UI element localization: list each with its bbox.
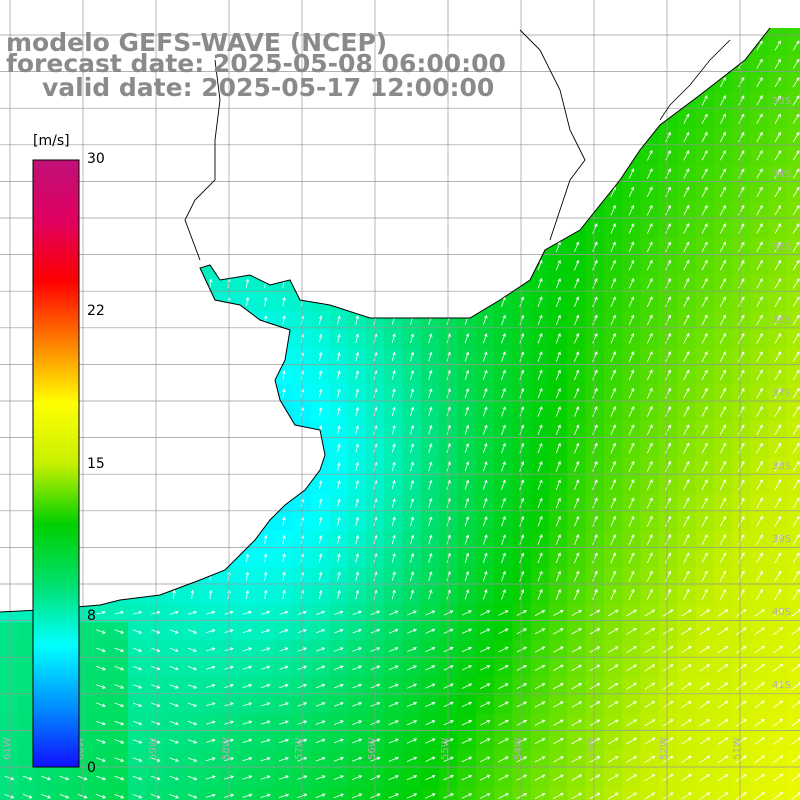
lon-label: 56W	[367, 737, 378, 760]
land-area	[0, 0, 800, 612]
lon-label: 61W	[2, 737, 13, 760]
lat-label: 34S	[772, 169, 791, 180]
coast-line	[0, 27, 771, 613]
lat-label: 39S	[772, 534, 791, 545]
wind-arrows	[4, 40, 800, 800]
border-line	[519, 29, 586, 241]
river-uruguay	[184, 59, 221, 261]
lon-label: 54W	[513, 737, 524, 760]
lon-label: 51W	[732, 737, 743, 760]
lat-label: 37S	[772, 388, 791, 399]
lat-label: 38S	[772, 461, 791, 472]
lat-label: 41S	[772, 680, 791, 691]
model-title: modelo GEFS-WAVE (NCEP)	[6, 28, 388, 57]
lon-label: 59W	[148, 737, 159, 760]
lat-label: 40S	[772, 607, 791, 618]
grid-labels: 33S 34S 35S 36S 37S 38S 39S 40S 41S 61W 60W 59W 58W 5…	[2, 96, 791, 760]
lat-label: 36S	[772, 315, 791, 326]
lon-label: 57W	[294, 737, 305, 760]
colorbar-tick-0: 0	[87, 760, 96, 776]
colorbar-gradient	[32, 159, 80, 768]
valid-date: valid date: 2025-05-17 12:00:00	[42, 73, 495, 102]
lon-label: 52W	[659, 737, 670, 760]
lat-label: 33S	[772, 96, 791, 107]
colorbar-unit: [m/s]	[33, 133, 70, 149]
colorbar-tick-8: 8	[87, 608, 96, 624]
colorbar-tick-15: 15	[87, 456, 105, 472]
colorbar-tick-30: 30	[87, 151, 105, 167]
land-mask	[0, 0, 800, 612]
lat-label: 35S	[772, 242, 791, 253]
lagoon-shore	[659, 39, 731, 121]
colorbar-tick-22: 22	[87, 303, 105, 319]
colorbar	[32, 159, 80, 768]
lon-label: 58W	[221, 737, 232, 760]
lon-label: 55W	[440, 737, 451, 760]
lon-label: 60W	[75, 737, 86, 760]
lon-label: 53W	[586, 737, 597, 760]
coastline	[0, 27, 771, 613]
forecast-date: forecast date: 2025-05-08 06:00:00	[6, 49, 506, 78]
